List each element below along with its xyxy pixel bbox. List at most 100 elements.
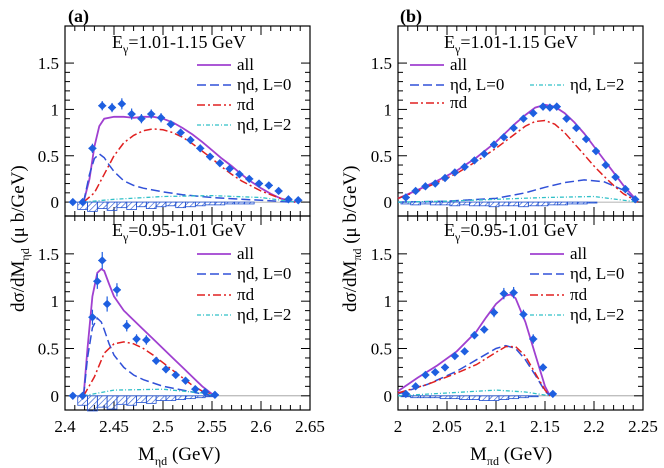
- b-bottom-series-all: [397, 293, 551, 397]
- b-top-data-point: [489, 140, 499, 149]
- b-bottom-legend-label-all: all: [570, 244, 587, 263]
- a-top-data-point: [235, 170, 244, 179]
- a-top-legend-label-pid: πd: [237, 95, 255, 114]
- b-top-systematic-bar: [576, 201, 588, 205]
- a-bottom-series-pid: [82, 341, 218, 397]
- b-top-data-point: [480, 149, 489, 159]
- a-top-ytick-label: 0.5: [38, 147, 59, 166]
- a-top-data-point: [196, 144, 205, 153]
- a-top-ytick-label: 0: [51, 193, 60, 212]
- b-top-data-point: [538, 102, 548, 111]
- a-top-data-point: [98, 101, 107, 110]
- a-top-series-eta_l2: [83, 194, 296, 203]
- b-bottom-data-point: [470, 331, 479, 340]
- a-top-data-point: [225, 164, 234, 173]
- b-top-systematic-bar: [527, 201, 539, 207]
- b-bottom-energy-title: Eγ=0.95-1.01 GeV: [444, 220, 578, 244]
- a-top-data-point: [156, 113, 166, 122]
- a-bottom-xtick-label: 2.6: [250, 417, 271, 436]
- a-top-ytick-label: 1: [51, 100, 60, 119]
- a-top-data-point: [137, 114, 146, 123]
- a-bottom-data-point: [122, 321, 131, 330]
- b-top-data-point: [411, 186, 420, 196]
- b-top-energy-title: Eγ=1.01-1.15 GeV: [444, 32, 578, 56]
- b-top-systematic-bar: [459, 201, 470, 206]
- b-top-systematic-bar: [420, 201, 431, 205]
- b-top-series-all: [397, 103, 639, 203]
- chart-panel-b-bottom: 0 0.5 1 1.5 2 2.05 2.1 2.15 2.2 2.25 Eγ=0.95-1.01 …: [371, 215, 658, 436]
- a-bottom-systematic-bar: [87, 395, 98, 412]
- a-top-data-point: [88, 144, 97, 153]
- b-bottom-data-point: [509, 288, 518, 297]
- b-bottom-xtick-label: 2.2: [583, 417, 604, 436]
- a-bottom-data-point: [200, 387, 210, 397]
- b-bottom-systematic-bar: [459, 395, 470, 400]
- b-bottom-xtick-label: 2.05: [432, 417, 462, 436]
- b-top-systematic-bar: [537, 201, 549, 207]
- a-top-systematic-bar: [87, 201, 98, 212]
- a-top-data-point: [245, 174, 254, 184]
- a-bottom-systematic-bar: [145, 395, 157, 404]
- a-bottom-plot-frame: [64, 215, 311, 411]
- b-x-axis-title: Mπd (GeV): [470, 444, 552, 468]
- a-top-legend-label-all: all: [237, 55, 254, 74]
- panel-label-b: (b): [400, 6, 422, 27]
- a-top-data-point: [294, 196, 303, 205]
- a-top-systematic-bar: [155, 201, 167, 208]
- b-bottom-series-eta_l2: [397, 389, 550, 397]
- b-bottom-ytick-label: 0.5: [371, 339, 392, 358]
- b-bottom-systematic-bar: [420, 395, 431, 399]
- b-top-ytick-label: 1: [384, 100, 393, 119]
- a-top-systematic-bar: [243, 201, 255, 205]
- a-top-systematic-bar: [96, 201, 108, 209]
- a-top-systematic-bar: [234, 201, 245, 205]
- a-top-series-pid: [83, 128, 296, 203]
- a-top-data-point: [205, 152, 215, 161]
- a-top-data-point: [117, 99, 127, 109]
- a-bottom-data-point: [78, 391, 87, 401]
- b-bottom-data-point: [489, 308, 499, 317]
- a-top-series-eta_l0: [82, 152, 291, 203]
- b-bottom-xtick-label: 2.1: [485, 417, 506, 436]
- a-bottom-systematic-bar: [116, 395, 128, 405]
- a-bottom-data-point: [112, 285, 122, 295]
- b-bottom-data-point: [450, 351, 460, 361]
- b-top-data-point: [460, 162, 469, 172]
- b-bottom-ytick-label: 1.5: [371, 245, 392, 264]
- a-top-data-point: [254, 179, 264, 188]
- a-bottom-data-point: [151, 356, 161, 365]
- b-bottom-systematic-bar: [469, 395, 480, 400]
- a-bottom-energy-title: Eγ=0.95-1.01 GeV: [112, 220, 246, 244]
- chart-panel-a-bottom: 0 0.5 1 1.5 2.4 2.45 2.5 2.55 2.6 2.65 Eγ=0.95-1.0…: [38, 215, 325, 436]
- b-bottom-ytick-label: 0: [384, 387, 393, 406]
- a-top-data-point: [107, 103, 117, 112]
- b-top-systematic-bar: [449, 201, 461, 207]
- b-bottom-systematic-bar: [518, 395, 529, 399]
- a-x-axis-title: Mηd (GeV): [138, 444, 220, 468]
- b-y-axis-title: dσ/dMπd (μ b/GeV): [340, 166, 364, 312]
- b-bottom-systematic-bar: [488, 395, 500, 401]
- b-top-legend-label-all: all: [450, 55, 467, 74]
- a-bottom-data-point: [102, 299, 112, 309]
- b-bottom-data-point: [440, 363, 450, 372]
- a-top-systematic-bar: [106, 201, 118, 211]
- a-bottom-xtick-label: 2.65: [295, 417, 325, 436]
- a-top-systematic-bar: [194, 201, 206, 207]
- b-top-data-point: [630, 195, 640, 204]
- a-bottom-xtick-label: 2.55: [197, 417, 227, 436]
- b-bottom-data-point: [529, 334, 538, 344]
- a-bottom-series-all: [82, 267, 218, 397]
- panel-label-a: (a): [68, 6, 89, 27]
- b-bottom-data-point: [460, 347, 469, 356]
- a-bottom-systematic-bar: [155, 395, 167, 401]
- b-bottom-data-point: [431, 367, 440, 377]
- b-bottom-legend-label-eta_l2: ηd, L=2: [570, 305, 624, 324]
- a-bottom-legend-label-all: all: [237, 244, 254, 263]
- a-bottom-data-point: [181, 376, 190, 385]
- b-top-legend-label-eta_l0: ηd, L=0: [450, 75, 504, 94]
- b-top-systematic-bar: [478, 201, 490, 207]
- a-top-systematic-bar: [136, 201, 147, 208]
- b-top-data-point: [529, 108, 538, 118]
